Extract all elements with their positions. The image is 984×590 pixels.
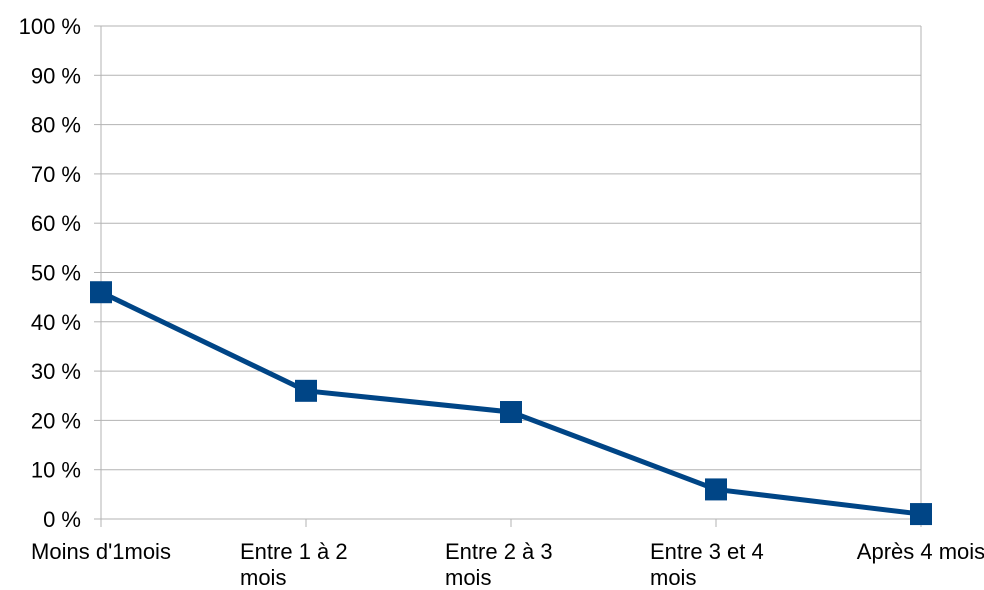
x-tick-label: Moins d'1mois (31, 539, 171, 564)
y-tick-label: 30 % (31, 359, 81, 384)
x-tick-label-line: Entre 1 à 2 (240, 539, 348, 564)
y-tick-label: 60 % (31, 211, 81, 236)
data-point-marker (705, 478, 727, 501)
y-tick-label: 100 % (19, 14, 81, 39)
x-tick-label-line: Entre 2 à 3 (445, 539, 553, 564)
x-tick-label: Entre 2 à 3 mois (445, 539, 553, 590)
y-tick-label: 70 % (31, 162, 81, 187)
y-tick-label: 80 % (31, 113, 81, 138)
x-tick-label-line: mois (240, 565, 286, 590)
y-tick-label: 50 % (31, 261, 81, 286)
y-tick-label: 90 % (31, 63, 81, 88)
data-point-marker (295, 379, 317, 402)
x-tick-label-line: mois (650, 565, 696, 590)
x-tick-label: Entre 3 et 4 mois (650, 539, 764, 590)
data-point-marker (90, 281, 112, 304)
y-tick-label: 20 % (31, 408, 81, 433)
data-point-marker (500, 401, 522, 424)
data-point-marker (910, 503, 932, 526)
y-axis: 0 % 10 % 20 % 30 % 40 % 50 % 60 % 70 % 80 % 90 % 1… (19, 14, 101, 532)
series-group (90, 281, 932, 526)
x-tick-label-line: Moins d'1mois (31, 539, 171, 564)
x-tick-label-line: Entre 3 et 4 (650, 539, 764, 564)
x-tick-label-line: mois (445, 565, 491, 590)
x-tick-label: Entre 1 à 2 mois (240, 539, 348, 590)
y-tick-label: 40 % (31, 310, 81, 335)
x-tick-label: Après 4 mois (857, 539, 984, 564)
y-tick-label: 10 % (31, 458, 81, 483)
x-tick-label-line: Après 4 mois (857, 539, 984, 564)
y-tick-label: 0 % (43, 507, 81, 532)
